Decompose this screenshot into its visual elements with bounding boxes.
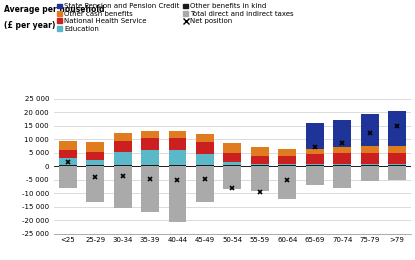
Bar [251, 165, 269, 166]
Bar [59, 165, 77, 166]
Bar [306, 166, 324, 185]
Bar [388, 165, 406, 166]
Bar [114, 133, 132, 141]
Bar [59, 166, 77, 188]
Bar [361, 153, 378, 164]
Bar [278, 165, 296, 166]
Bar [168, 131, 186, 138]
Bar [224, 153, 242, 162]
Bar [333, 153, 351, 164]
Text: Average per household: Average per household [4, 5, 105, 14]
Bar [86, 152, 104, 160]
Bar [333, 164, 351, 165]
Bar [86, 142, 104, 152]
Bar [196, 154, 214, 165]
Bar [388, 153, 406, 164]
Bar [86, 165, 104, 166]
Bar [278, 166, 296, 199]
Bar [361, 164, 378, 165]
Bar [224, 162, 242, 165]
Bar [278, 164, 296, 165]
Bar [388, 166, 406, 180]
Bar [168, 150, 186, 165]
Bar [278, 155, 296, 164]
Bar [306, 164, 324, 165]
Bar [196, 142, 214, 154]
Bar [141, 131, 159, 138]
Bar [361, 114, 378, 146]
Bar [333, 166, 351, 188]
Legend: State Pension and Pension Credit, Other cash benefits, National Health Service, : State Pension and Pension Credit, Other … [57, 3, 294, 32]
Bar [168, 166, 186, 222]
Bar [306, 154, 324, 164]
Bar [224, 144, 242, 153]
Bar [59, 150, 77, 158]
Bar [86, 160, 104, 165]
Bar [86, 166, 104, 202]
Bar [361, 165, 378, 166]
Bar [388, 111, 406, 146]
Bar [251, 147, 269, 155]
Bar [306, 149, 324, 154]
Bar [224, 166, 242, 189]
Bar [168, 138, 186, 150]
Bar [278, 149, 296, 155]
Bar [224, 165, 242, 166]
Bar [306, 123, 324, 149]
Bar [114, 141, 132, 152]
Bar [168, 165, 186, 166]
Bar [388, 146, 406, 153]
Bar [196, 165, 214, 166]
Bar [114, 152, 132, 165]
Bar [141, 150, 159, 165]
Bar [333, 165, 351, 166]
Bar [333, 147, 351, 153]
Bar [251, 164, 269, 165]
Bar [59, 158, 77, 165]
Bar [114, 165, 132, 166]
Bar [114, 166, 132, 208]
Bar [59, 141, 77, 150]
Bar [306, 165, 324, 166]
Bar [141, 138, 159, 150]
Bar [251, 166, 269, 191]
Bar [333, 120, 351, 147]
Bar [141, 165, 159, 166]
Bar [388, 164, 406, 165]
Bar [141, 166, 159, 212]
Bar [196, 134, 214, 142]
Bar [361, 166, 378, 181]
Bar [196, 166, 214, 202]
Bar [361, 146, 378, 153]
Bar [251, 155, 269, 164]
Text: (£ per year): (£ per year) [4, 21, 56, 30]
